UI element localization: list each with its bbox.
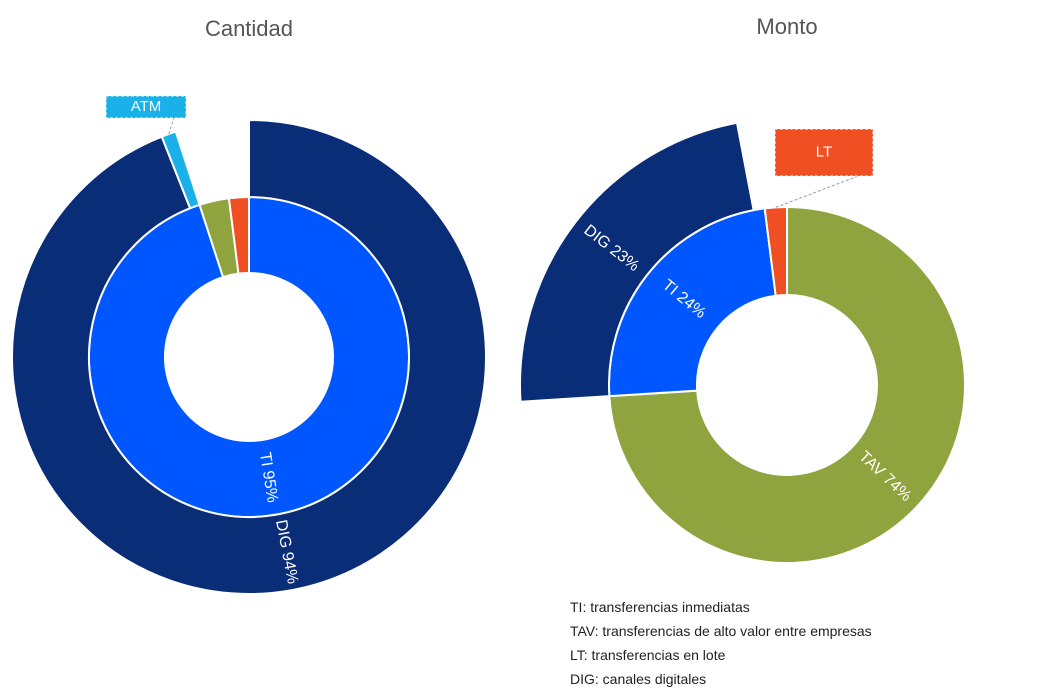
note: TAV: transferencias de alto valor entre … xyxy=(570,623,872,639)
callout-label: LT xyxy=(816,143,832,160)
callout-label: ATM xyxy=(131,98,162,115)
callout-leader xyxy=(168,117,175,135)
outer-segment xyxy=(519,121,755,403)
inner-segment xyxy=(763,205,788,297)
outer-segment xyxy=(160,130,201,210)
chart-title: Cantidad xyxy=(205,16,293,41)
inner-segment xyxy=(608,205,966,564)
note: TI: transferencias inmediatas xyxy=(570,599,750,615)
callout-box xyxy=(105,95,187,119)
outer-segment xyxy=(11,118,487,595)
note: LT: transferencias en lote xyxy=(570,647,726,663)
inner-segment xyxy=(227,195,250,275)
notes: TI: transferencias inmediatas TAV: trans… xyxy=(570,599,872,687)
callout-leader xyxy=(775,175,859,208)
callout-box xyxy=(774,128,874,177)
chart-title: Monto xyxy=(756,14,817,39)
note: DIG: canales digitales xyxy=(570,671,706,687)
